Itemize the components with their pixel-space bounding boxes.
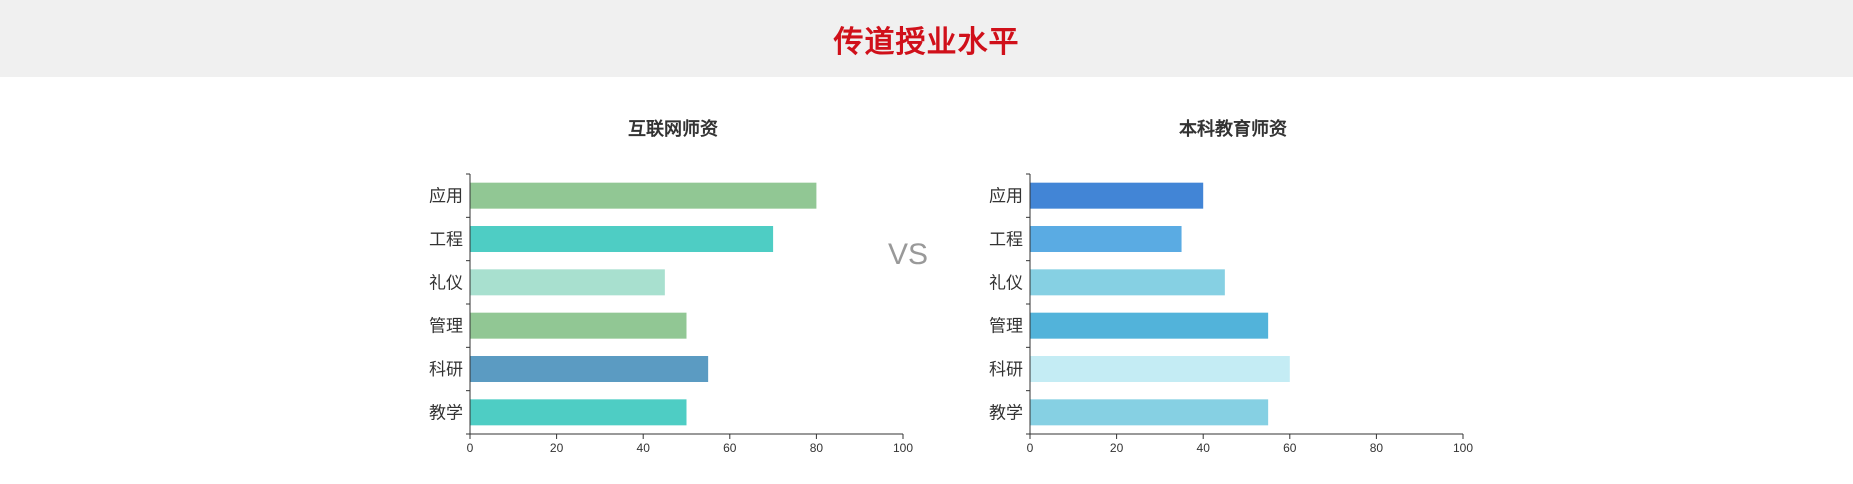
left-bar-3	[470, 269, 665, 296]
left-x-tick-label: 20	[550, 441, 564, 455]
right-category-label: 应用	[989, 187, 1023, 207]
left-category-label: 礼仪	[429, 273, 463, 293]
right-x-tick-label: 60	[1283, 441, 1297, 455]
left-bar-1	[470, 182, 817, 209]
page-title: 传道授业水平	[833, 24, 1020, 60]
left-x-tick-label: 80	[810, 441, 824, 455]
left-x-tick-label: 100	[893, 441, 913, 455]
left-category-label: 应用	[429, 187, 463, 207]
left-category-label: 教学	[429, 403, 463, 423]
left-category-label: 科研	[429, 360, 463, 380]
right-x-tick-label: 100	[1453, 441, 1473, 455]
right-bar-6	[1030, 399, 1269, 426]
right-x-tick-label: 40	[1197, 441, 1211, 455]
right-bar-2	[1030, 226, 1182, 252]
right-x-tick-label: 80	[1370, 441, 1384, 455]
right-category-label: 礼仪	[989, 273, 1023, 293]
right-category-label: 管理	[989, 317, 1023, 337]
right-chart-title: 本科教育师资	[1179, 119, 1287, 140]
left-category-label: 管理	[429, 317, 463, 337]
vs-label: VS	[888, 238, 929, 271]
right-category-label: 科研	[989, 360, 1023, 380]
left-bar-5	[470, 356, 709, 382]
right-bar-1	[1030, 182, 1204, 209]
left-x-tick-label: 0	[467, 441, 474, 455]
right-category-label: 教学	[989, 403, 1023, 423]
right-x-tick-label: 0	[1027, 441, 1034, 455]
left-bar-2	[470, 226, 774, 252]
right-bar-5	[1030, 356, 1290, 382]
page-header: 传道授业水平	[0, 0, 1853, 77]
left-bar-6	[470, 399, 687, 426]
right-bar-4	[1030, 312, 1269, 339]
left-x-tick-label: 40	[637, 441, 651, 455]
right-x-tick-label: 20	[1110, 441, 1124, 455]
right-category-label: 工程	[989, 230, 1023, 250]
right-bar-3	[1030, 269, 1225, 296]
left-x-tick-label: 60	[723, 441, 737, 455]
left-category-label: 工程	[429, 230, 463, 250]
left-bar-4	[470, 312, 687, 339]
left-chart-title: 互联网师资	[628, 119, 718, 140]
